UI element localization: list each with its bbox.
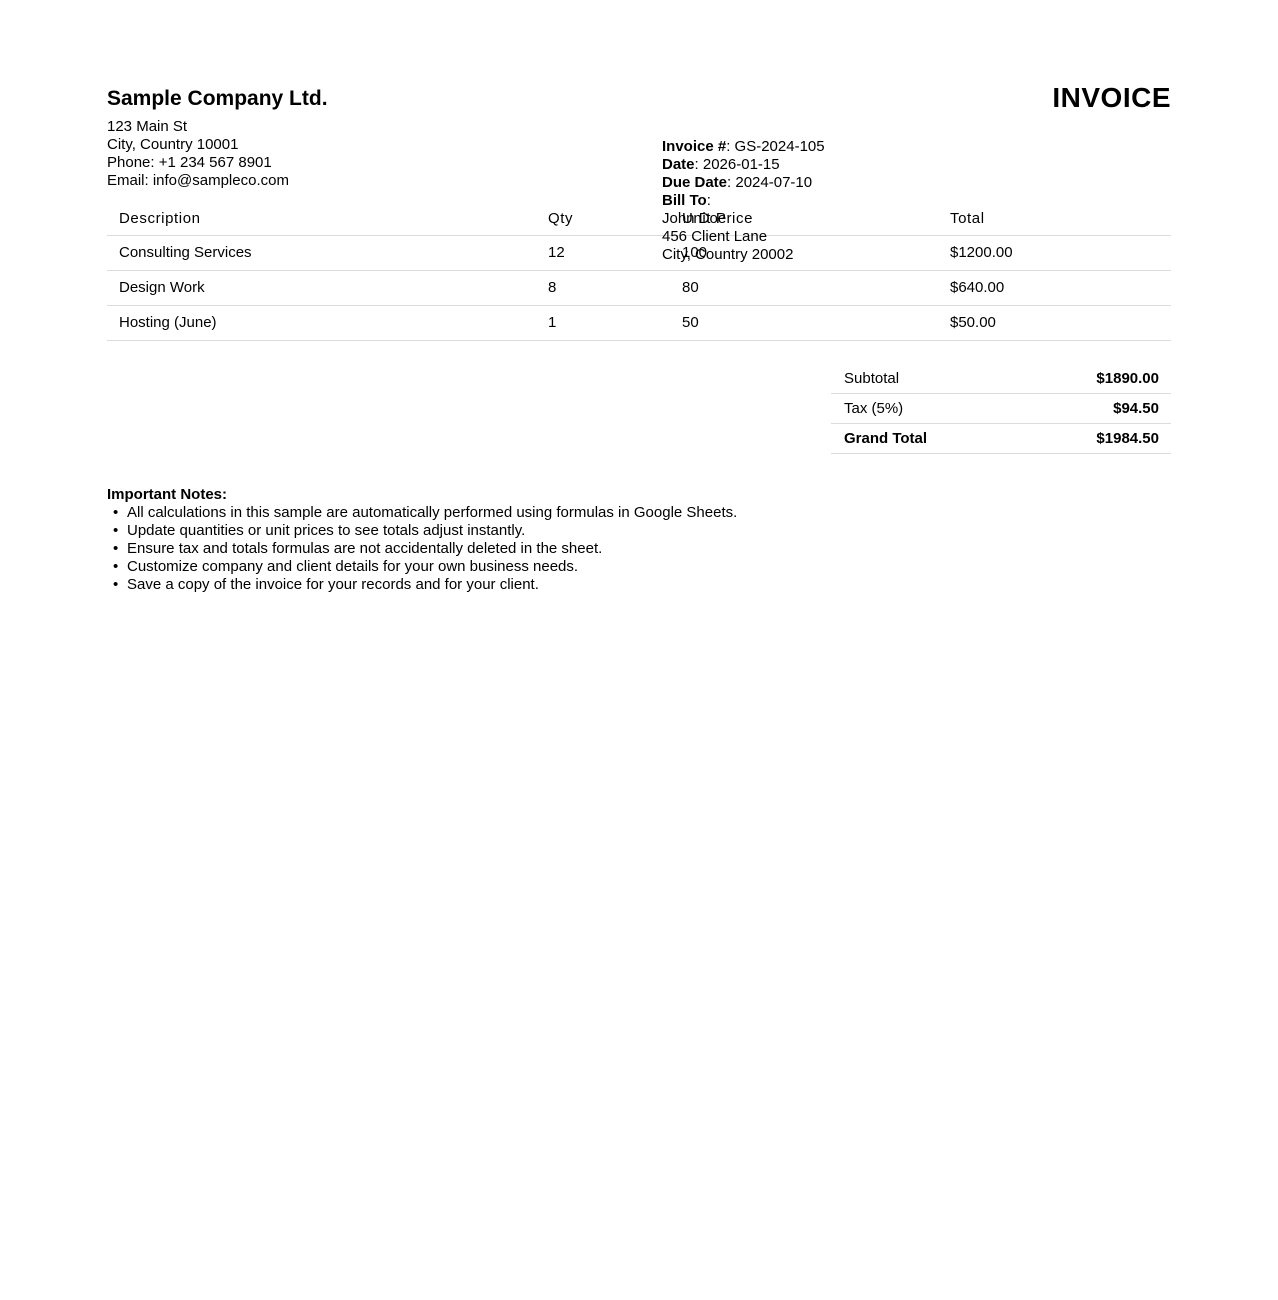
cell-unit-price: 80	[670, 270, 938, 306]
invoice-date-line: Date: 2026-01-15	[662, 156, 825, 174]
invoice-meta-block: Invoice #: GS-2024-105 Date: 2026-01-15 …	[662, 138, 825, 264]
subtotal-label: Subtotal	[844, 369, 900, 387]
invoice-date-label: Date	[662, 156, 695, 173]
invoice-number-separator: :	[726, 138, 735, 155]
note-item: All calculations in this sample are auto…	[107, 504, 1171, 522]
table-row: Hosting (June) 1 50 $50.00	[107, 305, 1171, 341]
bill-to-heading: Bill To:	[662, 192, 825, 210]
cell-qty: 8	[536, 270, 670, 306]
column-header-total: Total	[938, 202, 1171, 236]
invoice-content: Sample Company Ltd. 123 Main St City, Co…	[107, 0, 1171, 594]
cell-total: $1200.00	[938, 235, 1171, 271]
invoice-number-line: Invoice #: GS-2024-105	[662, 138, 825, 156]
company-address-street: 123 Main St	[107, 118, 188, 135]
tax-value: $94.50	[1113, 399, 1159, 417]
table-row: Design Work 8 80 $640.00	[107, 270, 1171, 306]
cell-unit-price: 100	[670, 235, 938, 271]
grand-total-row: Grand Total $1984.50	[831, 424, 1171, 454]
invoice-date-separator: :	[694, 156, 703, 173]
invoice-due-date-line: Due Date: 2024-07-10	[662, 174, 825, 192]
invoice-due-date-label: Due Date	[662, 174, 728, 191]
bill-to-city: City, Country 20002	[662, 246, 794, 263]
column-header-qty: Qty	[536, 202, 670, 236]
note-item: Update quantities or unit prices to see …	[107, 522, 1171, 540]
cell-description: Hosting (June)	[107, 305, 536, 341]
notes-section: Important Notes: All calculations in thi…	[107, 486, 1171, 594]
invoice-date-value: 2026-01-15	[702, 156, 780, 173]
cell-qty: 1	[536, 305, 670, 341]
cell-unit-price: 50	[670, 305, 938, 341]
subtotal-value: $1890.00	[1096, 369, 1159, 387]
line-items-table: Description Qty Unit Price Total Consult…	[107, 202, 1171, 341]
document-title: INVOICE	[1052, 82, 1171, 113]
invoice-number-value: GS-2024-105	[734, 138, 825, 155]
note-item: Save a copy of the invoice for your reco…	[107, 576, 1171, 594]
table-row: Consulting Services 12 100 $1200.00	[107, 235, 1171, 271]
invoice-due-date-separator: :	[727, 174, 736, 191]
invoice-due-date-value: 2024-07-10	[735, 174, 813, 191]
company-email: Email: info@sampleco.com	[107, 172, 289, 189]
cell-description: Design Work	[107, 270, 536, 306]
cell-total: $640.00	[938, 270, 1171, 306]
invoice-number-label: Invoice #	[662, 138, 727, 155]
bill-to-name: John Doe	[662, 210, 727, 227]
tax-row: Tax (5%) $94.50	[831, 394, 1171, 424]
invoice-header: Sample Company Ltd. 123 Main St City, Co…	[107, 0, 1171, 263]
bill-to-colon: :	[706, 192, 711, 209]
note-item: Ensure tax and totals formulas are not a…	[107, 540, 1171, 558]
cell-total: $50.00	[938, 305, 1171, 341]
bill-to-street: 456 Client Lane	[662, 228, 768, 245]
totals-block: Subtotal $1890.00 Tax (5%) $94.50 Grand …	[831, 364, 1171, 454]
company-block: Sample Company Ltd. 123 Main St City, Co…	[107, 86, 1171, 190]
cell-qty: 12	[536, 235, 670, 271]
column-header-description: Description	[107, 202, 536, 236]
cell-description: Consulting Services	[107, 235, 536, 271]
grand-total-label: Grand Total	[844, 429, 928, 447]
note-item: Customize company and client details for…	[107, 558, 1171, 576]
bill-to-label: Bill To	[662, 192, 707, 209]
column-header-unit-price: Unit Price	[670, 202, 938, 236]
company-name: Sample Company Ltd.	[107, 87, 328, 110]
notes-list: All calculations in this sample are auto…	[107, 504, 1171, 594]
table-header-row: Description Qty Unit Price Total	[107, 202, 1171, 236]
subtotal-row: Subtotal $1890.00	[831, 364, 1171, 394]
tax-label: Tax (5%)	[844, 399, 904, 417]
company-address: 123 Main St City, Country 10001 Phone: +…	[107, 118, 1171, 190]
company-address-city: City, Country 10001	[107, 136, 239, 153]
grand-total-value: $1984.50	[1096, 429, 1159, 447]
company-phone: Phone: +1 234 567 8901	[107, 154, 272, 171]
notes-title: Important Notes:	[107, 485, 227, 503]
